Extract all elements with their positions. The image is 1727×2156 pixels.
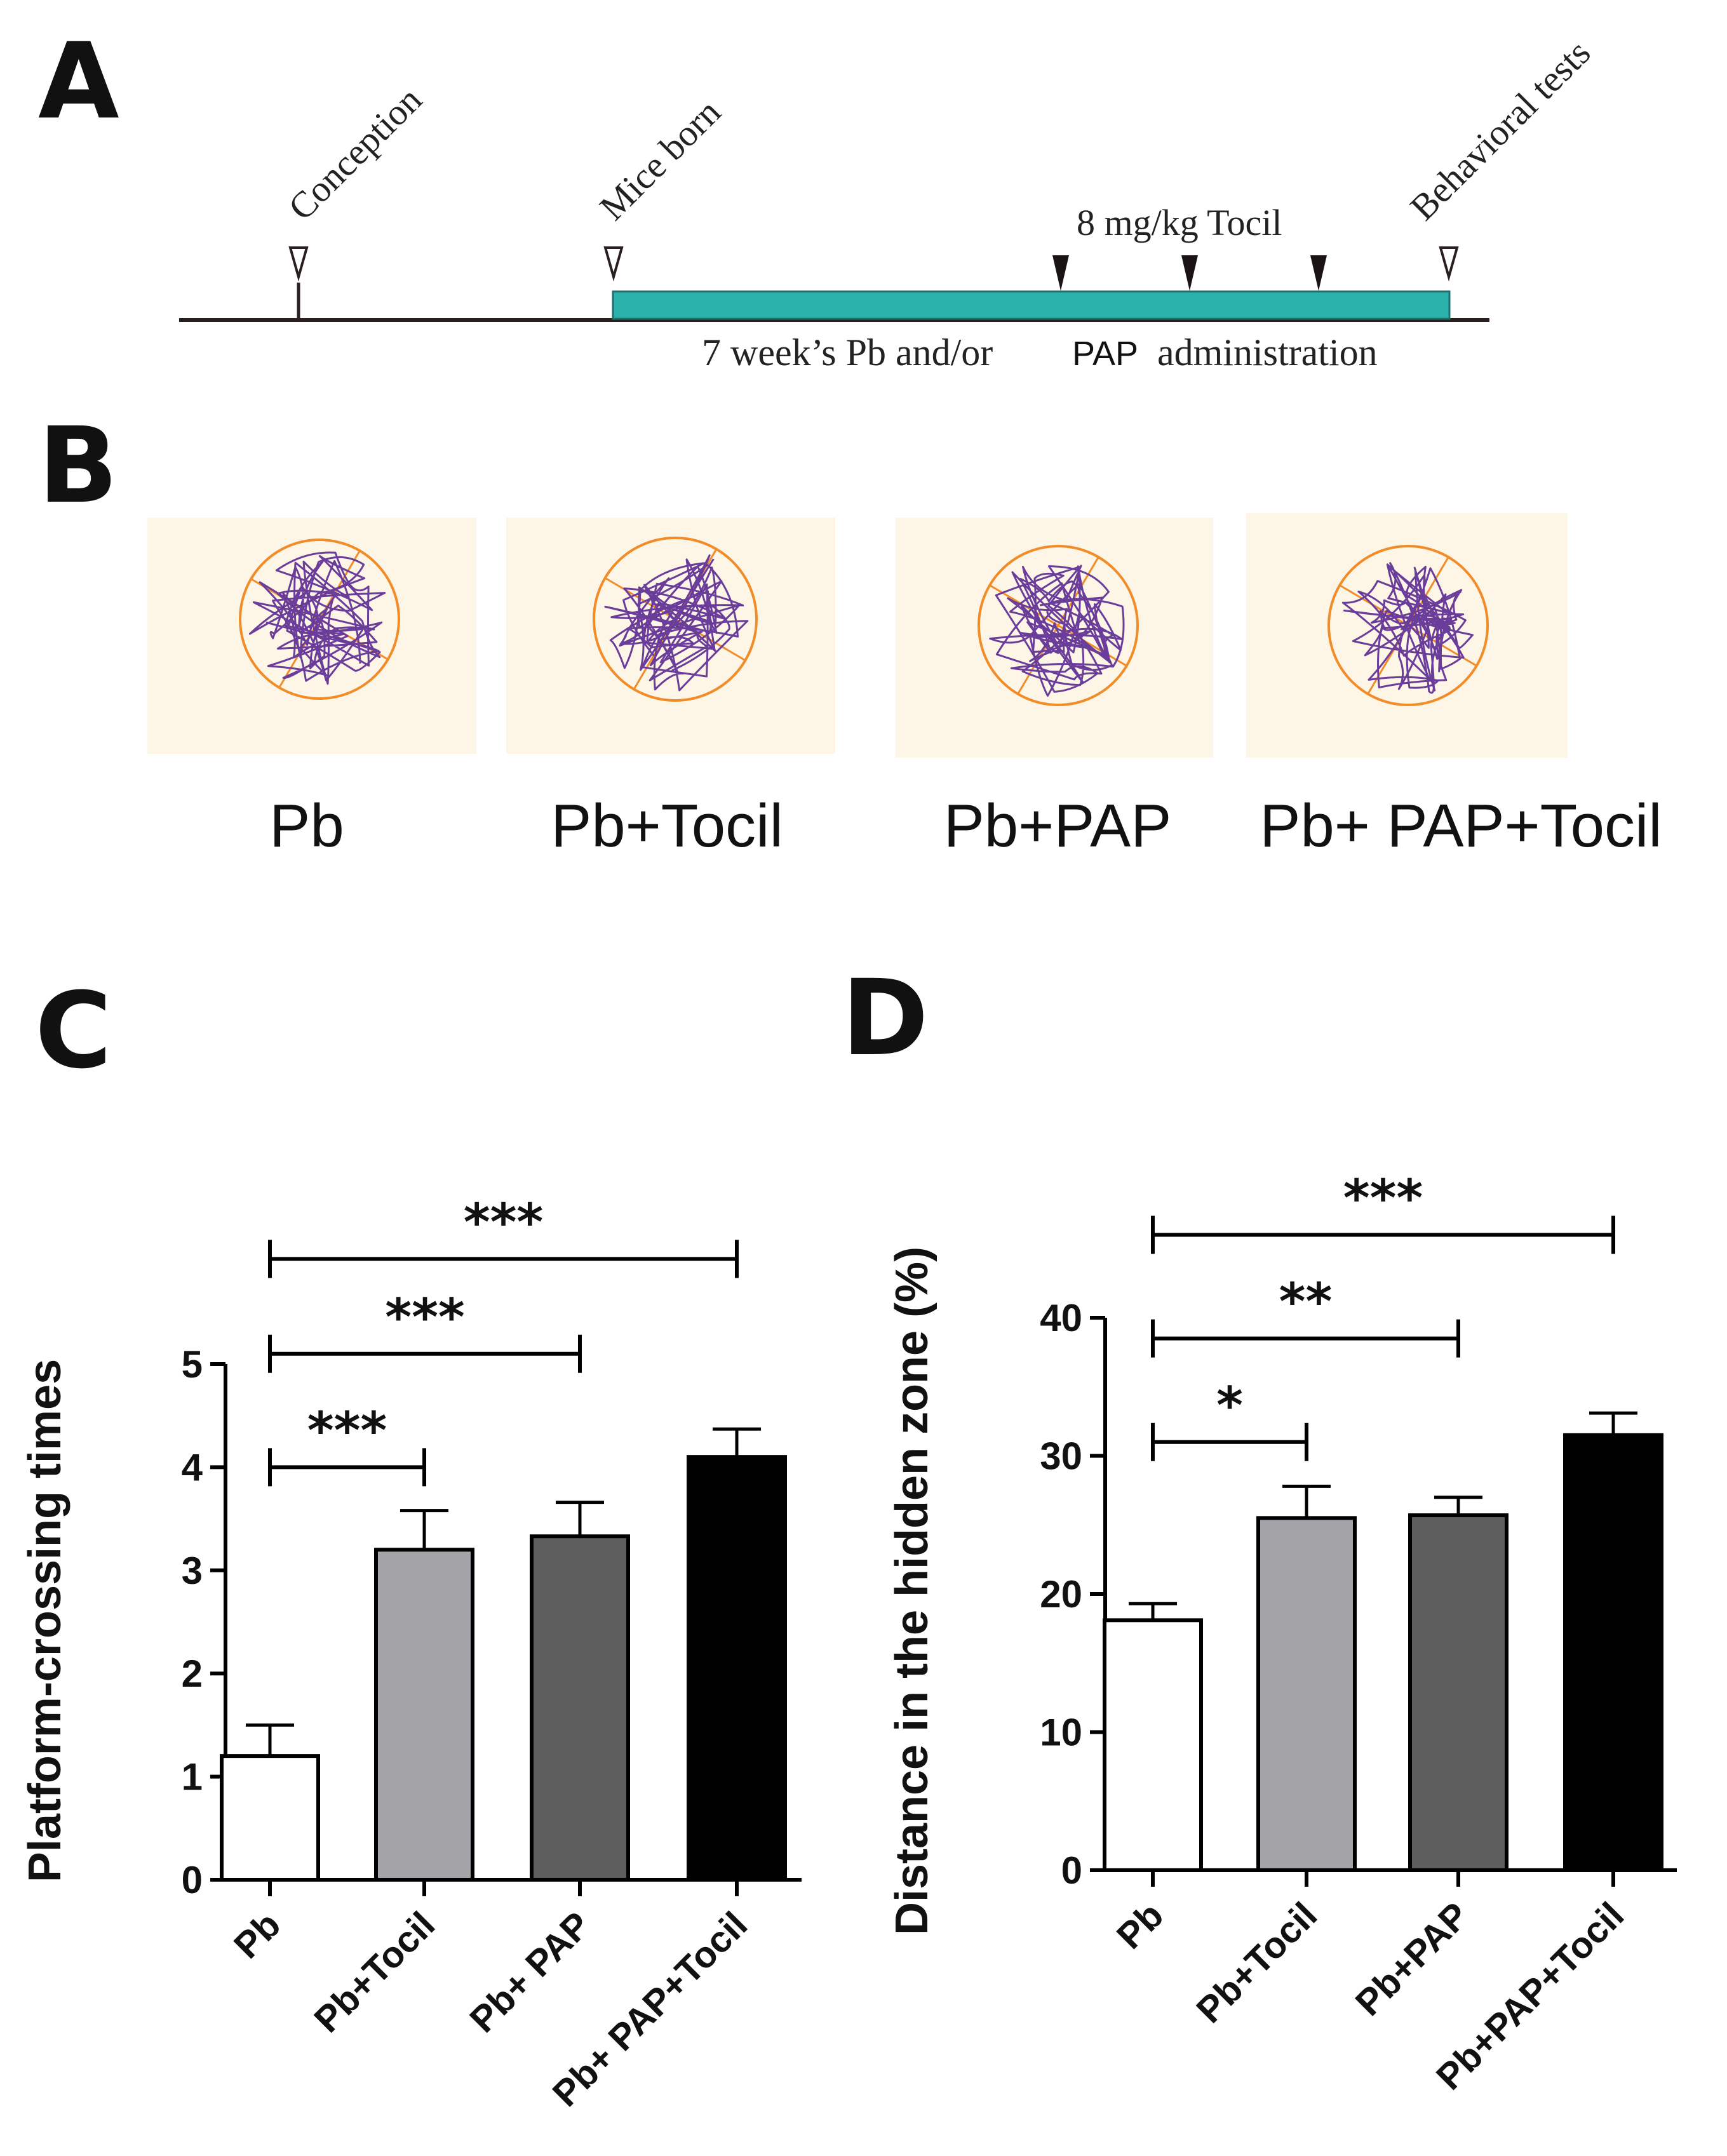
bar — [530, 1534, 630, 1882]
x-category-label: Pb — [226, 1904, 288, 1966]
administration-label-pap: PAP — [1072, 335, 1138, 373]
significance-label: *** — [385, 1288, 465, 1347]
panel-b-letter: B — [38, 405, 118, 526]
track-label: Pb+ PAP+Tocil — [1260, 792, 1662, 860]
y-tick-label: 5 — [182, 1343, 203, 1386]
y-axis-title: Distance in the hidden zone (%) — [887, 1247, 937, 1935]
bar — [1563, 1433, 1663, 1872]
panel-c: C 0 1 2 3 4 5 Platform-crossing times Pb Pb+Toci… — [20, 970, 802, 2115]
conception-marker-icon — [288, 246, 309, 282]
y-tick-label: 20 — [1040, 1573, 1082, 1616]
behavioral-tests-label: Behavioral tests — [1402, 32, 1598, 228]
y-tick-label: 0 — [182, 1859, 203, 1901]
bar — [1256, 1516, 1357, 1872]
significance-label: *** — [1343, 1169, 1423, 1228]
y-tick-label: 0 — [1061, 1849, 1082, 1892]
swim-path — [989, 565, 1125, 697]
tocil-dose-marker-icon — [1310, 255, 1327, 291]
conception-label: Conception — [280, 79, 429, 228]
pool-boundary — [1327, 545, 1489, 706]
pool-boundary — [593, 537, 758, 702]
behavioral-tests-marker-icon — [1439, 246, 1459, 282]
x-category-label: Pb+PAP — [1348, 1894, 1477, 2024]
panel-b: B Pb Pb+Tocil Pb+PAP Pb+ PAP+Tocil — [38, 405, 1662, 860]
swim-path — [248, 551, 386, 685]
bar — [374, 1548, 474, 1882]
tocil-dose-label: 8 mg/kg Tocil — [1077, 202, 1282, 243]
chart-platform-crossing: 0 1 2 3 4 5 Platform-crossing times Pb Pb+Tocil P… — [20, 1193, 802, 2115]
x-category-label: Pb+Tocil — [1188, 1894, 1325, 2031]
significance-label: ** — [1279, 1273, 1333, 1332]
swim-track: Pb+ PAP+Tocil — [1246, 513, 1662, 860]
track-label: Pb+PAP — [944, 792, 1171, 860]
track-background — [506, 518, 835, 754]
bar — [1408, 1513, 1509, 1872]
swim-path — [1341, 562, 1474, 694]
panel-a-letter: A — [38, 20, 119, 142]
x-category-label: Pb+ PAP — [462, 1904, 598, 2040]
panel-d-letter: D — [842, 957, 929, 1079]
administration-bar — [612, 290, 1451, 320]
panel-d: D 0 10 20 30 40 Distance in the hidden zone (… — [842, 957, 1677, 2098]
y-tick-label: 2 — [182, 1652, 203, 1695]
bar — [687, 1455, 787, 1882]
panel-c-letter: C — [35, 970, 112, 1092]
y-axis-title: Platform-crossing times — [20, 1359, 71, 1882]
tocil-dose-marker-icon — [1181, 255, 1198, 291]
bar — [220, 1754, 320, 1882]
pool-boundary — [978, 545, 1139, 706]
mice-born-label: Mice born — [591, 91, 729, 229]
chart-hidden-zone-distance: 0 10 20 30 40 Distance in the hidden zone (%)… — [887, 1169, 1677, 2098]
y-tick-label: 4 — [182, 1446, 203, 1489]
track-label: Pb+Tocil — [551, 792, 783, 860]
y-tick-label: 3 — [182, 1550, 203, 1592]
swim-track: Pb+Tocil — [506, 518, 835, 860]
panel-a: A Conception Mice born Behavioral tests … — [38, 20, 1598, 373]
swim-track: Pb+PAP — [896, 518, 1213, 860]
swim-tracks: Pb Pb+Tocil Pb+PAP Pb+ PAP+Tocil — [147, 513, 1662, 860]
y-tick-label: 40 — [1040, 1297, 1082, 1339]
swim-path — [604, 554, 749, 692]
significance-label: * — [1216, 1376, 1243, 1435]
track-label: Pb — [269, 792, 344, 860]
mice-born-marker-icon — [603, 246, 624, 282]
x-category-label: Pb+Tocil — [306, 1904, 443, 2040]
x-category-label: Pb — [1109, 1894, 1171, 1957]
track-background — [1246, 513, 1568, 758]
significance-label: *** — [307, 1401, 387, 1460]
y-tick-label: 1 — [182, 1756, 203, 1798]
y-tick-label: 10 — [1040, 1711, 1082, 1754]
y-tick-label: 30 — [1040, 1435, 1082, 1478]
swim-track: Pb — [147, 518, 476, 860]
bar — [1103, 1618, 1203, 1872]
administration-label-prefix: 7 week’s Pb and/or — [702, 331, 993, 373]
tocil-dose-marker-icon — [1052, 255, 1069, 291]
administration-label-suffix: administration — [1157, 331, 1378, 373]
significance-label: *** — [464, 1193, 544, 1252]
pool-boundary — [239, 539, 400, 700]
